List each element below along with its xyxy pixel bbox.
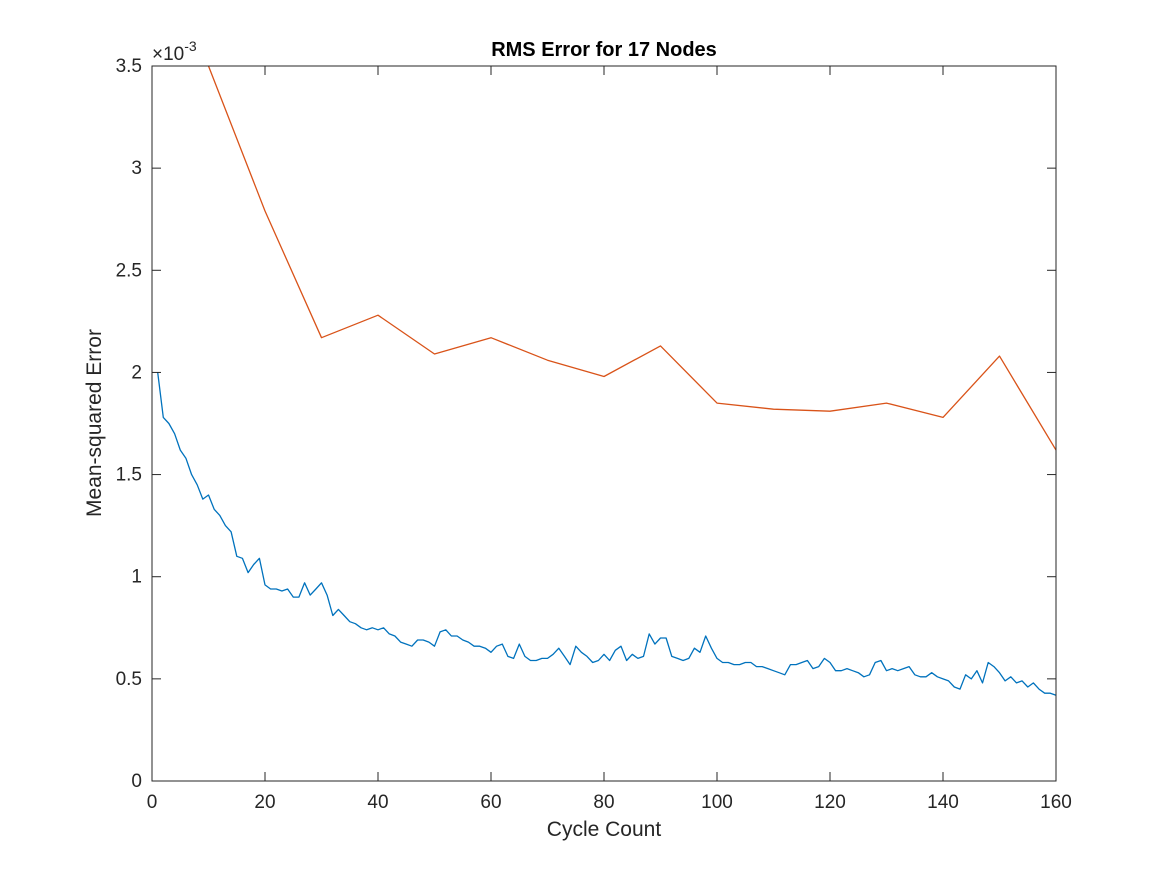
y-exponent-power: -3 — [184, 38, 197, 54]
y-tick-label: 3.5 — [116, 56, 142, 77]
y-tick-label: 0.5 — [116, 669, 142, 690]
x-axis-label: Cycle Count — [547, 818, 662, 841]
x-tick-label: 0 — [147, 792, 158, 813]
x-tick-label: 120 — [814, 792, 846, 813]
x-tick-label: 100 — [701, 792, 733, 813]
y-axis-label: Mean-squared Error — [83, 329, 106, 517]
y-tick-label: 3 — [131, 158, 142, 179]
series-line-2 — [207, 65, 1057, 451]
x-tick-label: 40 — [367, 792, 388, 813]
x-tick-label: 60 — [480, 792, 501, 813]
series-layer — [157, 65, 1057, 696]
y-exponent-label: ×10-3 — [152, 38, 197, 65]
x-tick-label: 140 — [927, 792, 959, 813]
y-tick-label: 1 — [131, 567, 142, 588]
x-tick-label: 20 — [254, 792, 275, 813]
y-axis: 0 0.5 1 1.5 2 2.5 3 3.5 — [116, 56, 1056, 792]
x-axis: 0 20 40 60 80 100 120 140 160 — [147, 66, 1072, 813]
plot-area — [152, 66, 1056, 781]
y-tick-label: 0 — [131, 771, 142, 792]
y-tick-label: 2.5 — [116, 260, 142, 281]
x-tick-label: 160 — [1040, 792, 1072, 813]
chart-title: RMS Error for 17 Nodes — [491, 39, 717, 61]
y-tick-label: 2 — [131, 362, 142, 383]
y-tick-label: 1.5 — [116, 465, 142, 486]
y-exponent-base: ×10 — [152, 44, 184, 65]
x-tick-label: 80 — [593, 792, 614, 813]
series-line-1 — [157, 372, 1057, 696]
